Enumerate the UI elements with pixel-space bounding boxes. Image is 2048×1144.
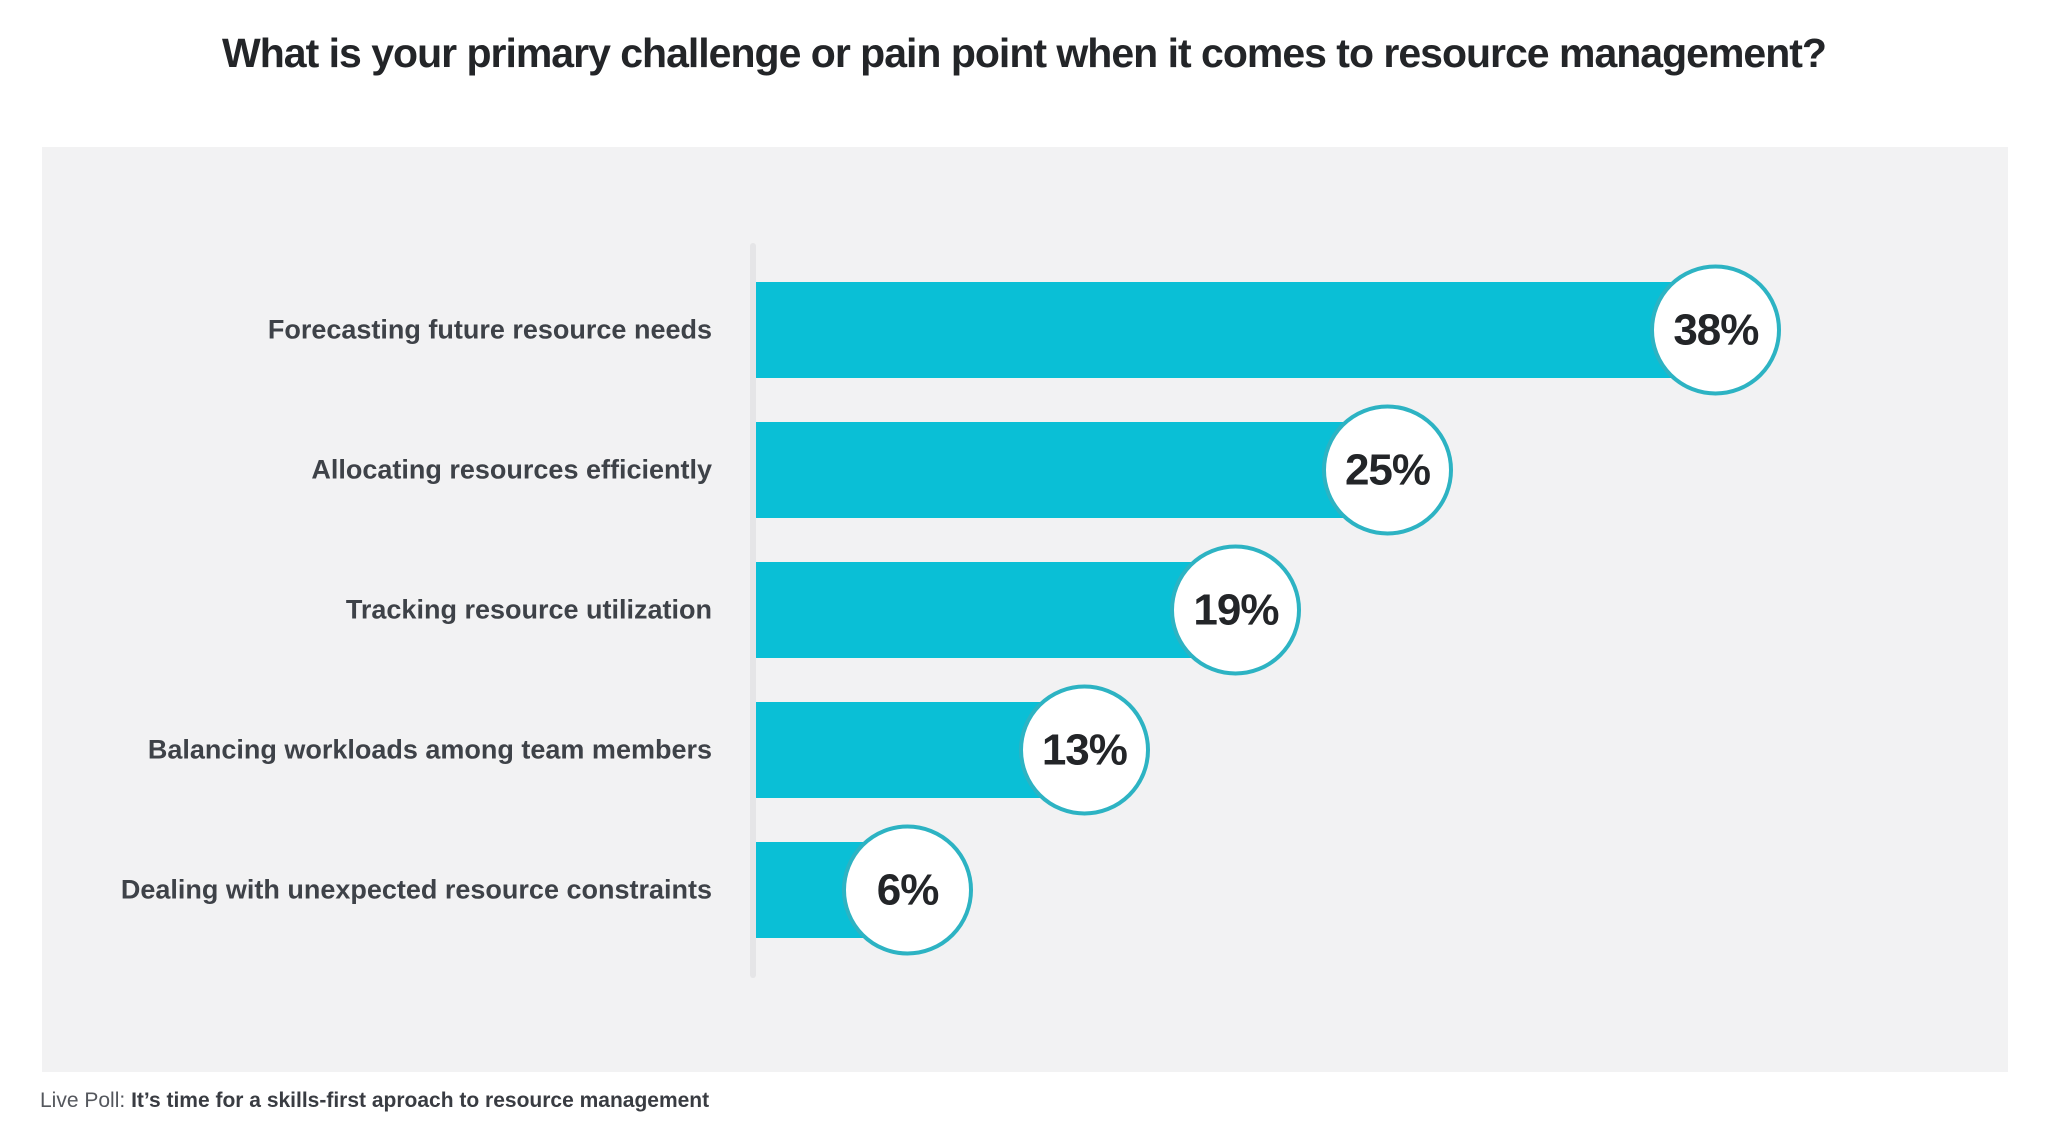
- chart-row: Forecasting future resource needs 38%: [42, 260, 2008, 400]
- bar-label: Dealing with unexpected resource constra…: [120, 874, 712, 905]
- chart-row: Allocating resources efficiently 25%: [42, 400, 2008, 540]
- footer-caption: Live Poll: It’s time for a skills-first …: [40, 1089, 709, 1113]
- bar-label: Tracking resource utilization: [345, 594, 712, 625]
- value-badge: 19%: [1170, 544, 1302, 676]
- chart-row: Tracking resource utilization 19%: [42, 540, 2008, 680]
- axis-baseline: [750, 243, 756, 978]
- chart-row: Balancing workloads among team members 13…: [42, 680, 2008, 820]
- footer-prefix: Live Poll:: [40, 1089, 126, 1112]
- bar-label: Allocating resources efficiently: [311, 454, 712, 485]
- bar-label: Balancing workloads among team members: [147, 734, 712, 765]
- chart-row: Dealing with unexpected resource constra…: [42, 820, 2008, 960]
- bar: [756, 562, 1236, 658]
- value-badge: 6%: [842, 824, 974, 956]
- page-title: What is your primary challenge or pain p…: [222, 30, 1827, 76]
- value-badge: 13%: [1018, 684, 1150, 816]
- bar-label: Forecasting future resource needs: [267, 314, 712, 345]
- chart-panel: Forecasting future resource needs 38% Allo…: [42, 147, 2008, 1072]
- bar: [756, 282, 1716, 378]
- value-badge: 25%: [1322, 404, 1453, 536]
- footer-poll-title: It’s time for a skills-first aproach to …: [131, 1089, 710, 1112]
- value-badge: 38%: [1650, 264, 1782, 396]
- bar: [756, 422, 1388, 518]
